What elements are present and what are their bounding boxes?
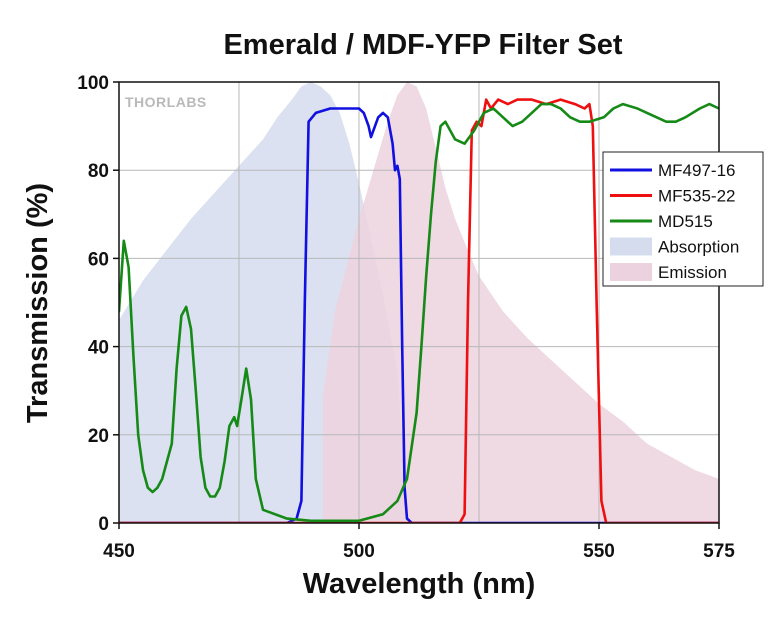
x-tick-label-500: 500 bbox=[343, 541, 375, 562]
chart-title: Emerald / MDF-YFP Filter Set bbox=[223, 29, 622, 61]
x-tick-label-450: 450 bbox=[103, 541, 135, 562]
legend: MF497-16 MF535-22 MD515 Absorption Emission bbox=[602, 151, 764, 287]
legend-label-md515: MD515 bbox=[658, 212, 713, 231]
line-mf497-16 bbox=[119, 107, 719, 523]
legend-label-mf497-16: MF497-16 bbox=[658, 161, 735, 180]
y-tick-label-0: 0 bbox=[98, 514, 109, 535]
area-emission bbox=[323, 82, 719, 523]
line-md515 bbox=[119, 102, 719, 523]
plot-area: THORLABS bbox=[118, 81, 720, 524]
thorlabs-watermark: THORLABS bbox=[125, 94, 207, 110]
y-tick-label-80: 80 bbox=[88, 161, 109, 182]
legend-swatch-emission bbox=[610, 263, 652, 281]
x-tick-label-575: 575 bbox=[703, 541, 735, 562]
y-tick-label-40: 40 bbox=[88, 338, 109, 359]
legend-label-emission: Emission bbox=[658, 263, 727, 282]
legend-swatch-absorption bbox=[610, 237, 652, 256]
x-tick-label-550: 550 bbox=[583, 541, 615, 562]
y-tick-label-60: 60 bbox=[88, 249, 109, 270]
y-tick-label-20: 20 bbox=[88, 426, 109, 447]
plot-frame bbox=[118, 81, 720, 524]
legend-label-mf535-22: MF535-22 bbox=[658, 187, 735, 206]
legend-label-absorption: Absorption bbox=[658, 238, 739, 257]
y-axis-label: Transmission (%) bbox=[22, 183, 54, 423]
x-axis-label: Wavelength (nm) bbox=[303, 568, 536, 600]
y-tick-label-100: 100 bbox=[77, 73, 109, 94]
line-mf535-22 bbox=[119, 98, 719, 523]
